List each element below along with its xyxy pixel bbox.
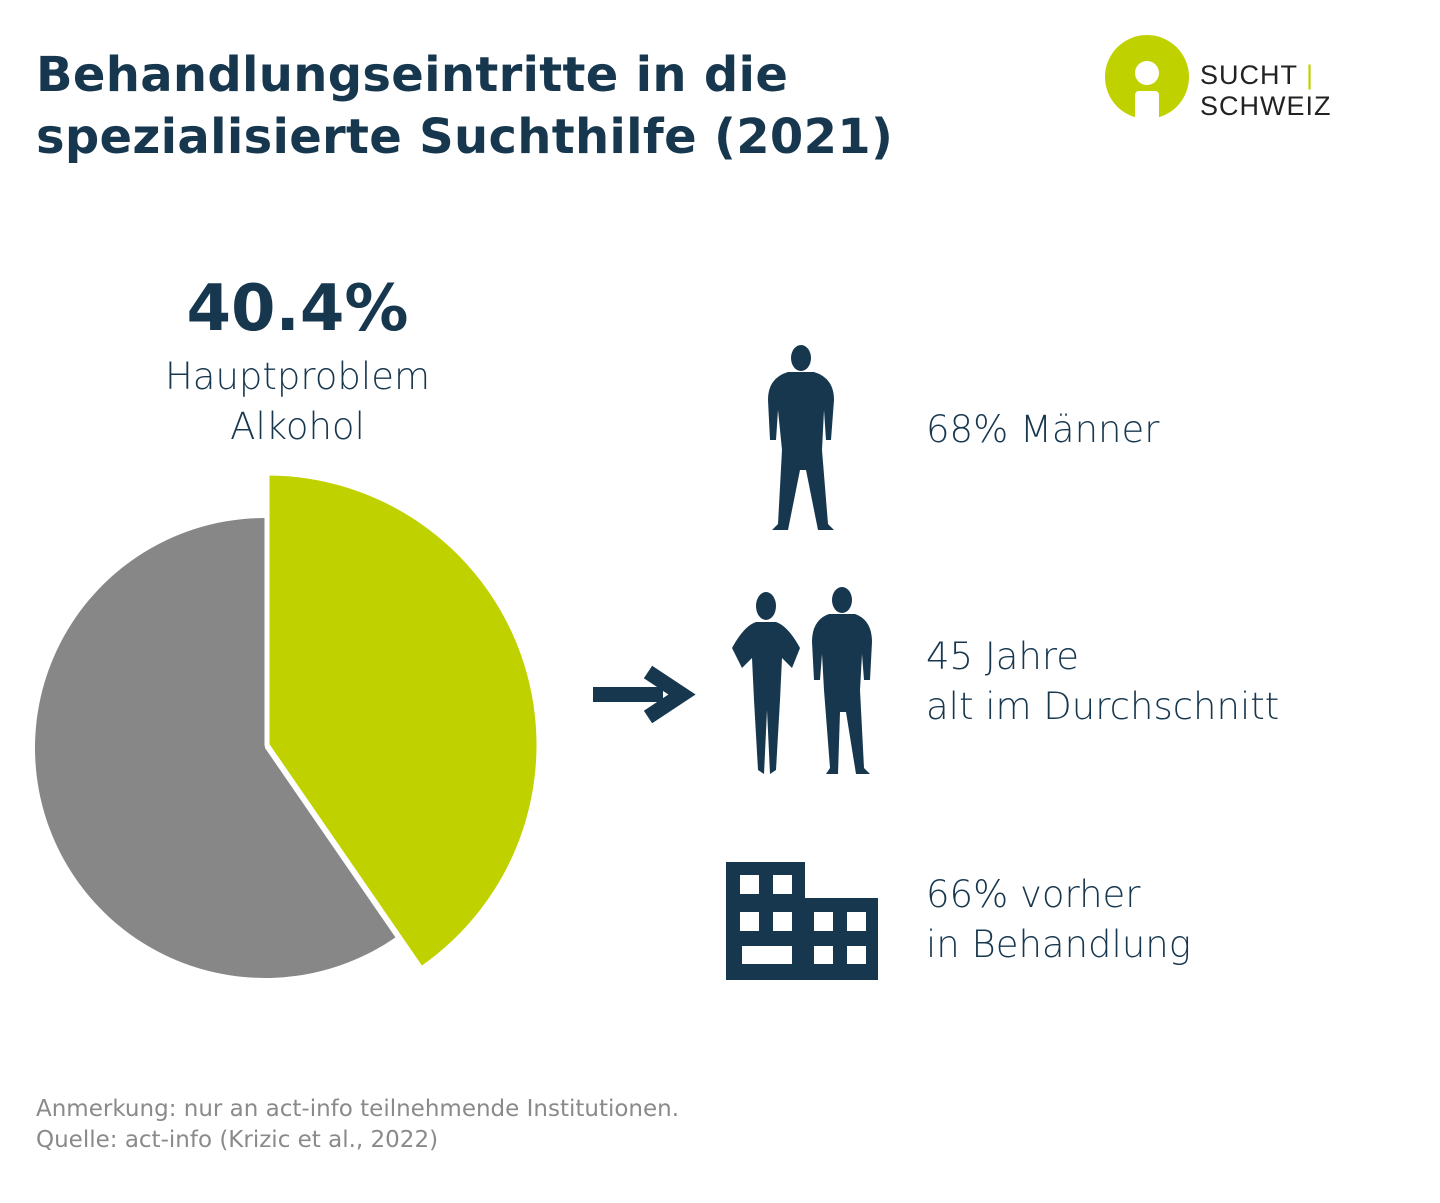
sucht-schweiz-logo-icon <box>1105 35 1189 121</box>
title-line-1: Behandlungseintritte in die <box>36 47 789 103</box>
source: Quelle: act-info (Krizic et al., 2022) <box>36 1127 439 1153</box>
man-silhouette-icon <box>768 345 834 530</box>
title-line-2: spezialisierte Suchthilfe (2021) <box>36 109 894 165</box>
pie-slice-alkohol <box>264 470 542 973</box>
stat-vorbehandlung: 66% vorher in Behandlung <box>926 873 1191 966</box>
footnote: Anmerkung: nur an act-info teilnehmende … <box>36 1094 679 1156</box>
arrow-right-icon <box>593 665 696 724</box>
logo-text: SUCHT | SCHWEIZ <box>1200 60 1332 121</box>
headline-label: Hauptproblem Alkohol <box>164 355 431 448</box>
pie-slice-other <box>34 518 396 979</box>
building-icon <box>726 862 878 980</box>
headline-value: 40.4% <box>186 272 409 346</box>
note: Anmerkung: nur an act-info teilnehmende … <box>36 1096 680 1122</box>
couple-silhouette-icon <box>732 587 872 774</box>
stat-maenner: 68% Männer <box>926 408 1160 451</box>
page-title: Behandlungseintritte in die spezialisier… <box>36 44 893 168</box>
stat-alter: 45 Jahre alt im Durchschnitt <box>926 635 1280 728</box>
